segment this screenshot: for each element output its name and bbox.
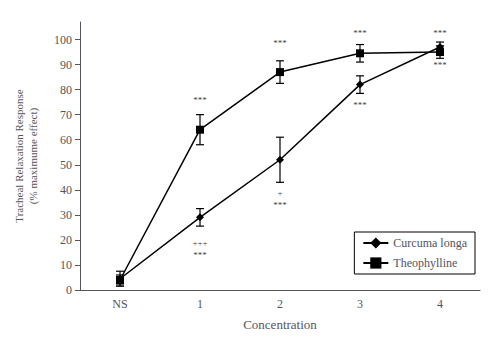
svg-text:Curcuma longa: Curcuma longa — [393, 236, 467, 250]
svg-text:1: 1 — [197, 297, 203, 311]
svg-text:40: 40 — [60, 183, 72, 197]
svg-text:***: *** — [433, 60, 447, 70]
svg-text:Tracheal Relaxation Response: Tracheal Relaxation Response — [13, 89, 25, 223]
svg-text:20: 20 — [60, 233, 72, 247]
svg-text:***: *** — [433, 28, 447, 38]
svg-text:(% maximume effect): (% maximume effect) — [27, 108, 40, 205]
svg-text:***: *** — [353, 100, 367, 110]
svg-text:100: 100 — [54, 33, 72, 47]
svg-text:70: 70 — [60, 108, 72, 122]
svg-text:***: *** — [353, 28, 367, 38]
svg-text:***: *** — [193, 250, 207, 260]
svg-text:4: 4 — [437, 297, 443, 311]
svg-text:NS: NS — [112, 297, 127, 311]
svg-text:2: 2 — [277, 297, 283, 311]
svg-text:Concentration: Concentration — [243, 317, 317, 332]
svg-text:+++: +++ — [192, 238, 207, 248]
svg-text:***: *** — [273, 200, 287, 210]
svg-text:30: 30 — [60, 208, 72, 222]
svg-text:90: 90 — [60, 58, 72, 72]
svg-text:0: 0 — [66, 283, 72, 297]
svg-text:3: 3 — [357, 297, 363, 311]
svg-text:+: + — [277, 188, 282, 198]
svg-text:10: 10 — [60, 258, 72, 272]
svg-text:***: *** — [273, 38, 287, 48]
svg-text:***: *** — [193, 95, 207, 105]
svg-text:50: 50 — [60, 158, 72, 172]
svg-text:80: 80 — [60, 83, 72, 97]
svg-text:60: 60 — [60, 133, 72, 147]
svg-text:Theophylline: Theophylline — [393, 256, 457, 270]
